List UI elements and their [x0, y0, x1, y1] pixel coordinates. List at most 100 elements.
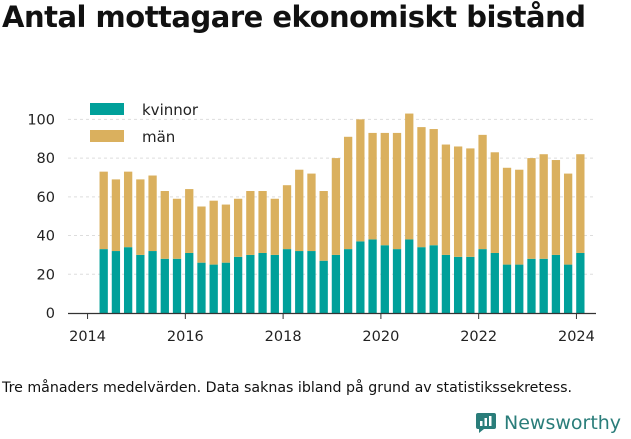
footnote: Tre månaders medelvärden. Data saknas ib…	[2, 380, 572, 396]
bar-man	[441, 144, 451, 255]
bar-man	[515, 169, 524, 265]
bar-man	[527, 158, 536, 259]
x-tick-label: 2020	[362, 329, 399, 345]
legend: kvinnor män	[90, 101, 199, 146]
bar-kvinnor	[197, 262, 206, 313]
bar-man	[331, 158, 341, 255]
bar-kvinnor	[380, 245, 389, 313]
bar-kvinnor	[527, 258, 536, 313]
bar-man	[282, 185, 292, 250]
newsworthy-logo-icon	[476, 413, 496, 433]
bar-man	[417, 127, 426, 248]
bar-man	[99, 171, 108, 250]
bar-kvinnor	[246, 254, 255, 313]
bar-man	[307, 173, 316, 252]
bar-man	[319, 191, 328, 261]
bar-man	[197, 206, 206, 263]
legend-swatch-man	[90, 130, 124, 142]
bar-kvinnor	[441, 254, 451, 313]
bar-kvinnor	[111, 251, 121, 313]
bar-kvinnor	[295, 251, 304, 313]
bar-kvinnor	[99, 249, 108, 313]
bar-kvinnor	[417, 247, 426, 313]
bar-man	[136, 179, 145, 255]
x-tick-label: 2016	[167, 329, 204, 345]
bar-man	[551, 160, 561, 255]
bar-kvinnor	[539, 258, 548, 313]
bar-man	[295, 169, 304, 252]
bar-kvinnor	[453, 256, 463, 313]
bar-man	[429, 129, 438, 246]
y-tick-label: 40	[37, 229, 55, 245]
bar-man	[160, 191, 169, 259]
bar-man	[221, 204, 231, 263]
bar-kvinnor	[331, 254, 341, 313]
bar-kvinnor	[466, 256, 475, 313]
bar-kvinnor	[282, 249, 292, 313]
legend-label-kvinnor: kvinnor	[142, 101, 199, 119]
y-tick-label: 60	[37, 190, 55, 206]
bar-man	[209, 200, 218, 265]
brand-name: Newsworthy	[504, 412, 622, 434]
bar-man	[539, 154, 548, 259]
axes: 0 20 40 60 80 100 2014 2016 2018 2020 2022 2024	[27, 112, 596, 345]
bar-man	[185, 189, 194, 253]
y-tick-label: 80	[37, 151, 55, 167]
bar-kvinnor	[148, 251, 157, 313]
bar-kvinnor	[502, 264, 512, 313]
bar-kvinnor	[307, 251, 316, 313]
bar-kvinnor	[551, 254, 561, 313]
bar-kvinnor	[392, 249, 402, 313]
bar-kvinnor	[563, 264, 573, 313]
bar-man	[172, 198, 182, 259]
bar-kvinnor	[233, 256, 243, 313]
bar-man	[478, 134, 487, 250]
bar-man	[343, 136, 353, 250]
legend-label-man: män	[142, 128, 175, 146]
bar-man	[111, 179, 121, 252]
y-tick-label: 0	[46, 306, 55, 322]
bar-kvinnor	[356, 241, 365, 313]
bar-kvinnor	[172, 258, 182, 313]
bar-man	[466, 148, 475, 257]
bar-kvinnor	[221, 262, 231, 313]
bar-man	[246, 191, 255, 255]
bar-man	[356, 119, 365, 242]
bar-kvinnor	[515, 264, 524, 313]
bar-man	[405, 113, 414, 240]
bar-kvinnor	[136, 254, 145, 313]
x-tick-label: 2024	[558, 329, 595, 345]
bar-kvinnor	[123, 247, 133, 313]
bar-kvinnor	[258, 252, 267, 313]
bar-kvinnor	[405, 239, 414, 313]
bar-man	[502, 167, 512, 265]
x-tick-label: 2022	[460, 329, 497, 345]
bar-man	[392, 132, 402, 250]
bars	[99, 113, 585, 313]
bar-man	[123, 171, 133, 248]
bar-kvinnor	[319, 260, 328, 313]
bar-kvinnor	[576, 252, 585, 313]
bar-man	[270, 198, 279, 255]
bar-kvinnor	[209, 264, 218, 313]
bar-kvinnor	[270, 254, 279, 313]
legend-swatch-kvinnor	[90, 103, 124, 115]
bar-man	[380, 132, 389, 246]
brand-logo[interactable]: Newsworthy	[475, 408, 621, 438]
bar-kvinnor	[478, 249, 487, 313]
bar-kvinnor	[490, 252, 499, 313]
bar-man	[258, 191, 267, 253]
bar-man	[148, 175, 157, 252]
y-tick-label: 100	[27, 112, 55, 128]
bar-kvinnor	[429, 245, 438, 313]
bar-kvinnor	[343, 249, 353, 313]
bar-man	[453, 146, 463, 257]
y-tick-label: 20	[37, 267, 55, 283]
bar-man	[368, 132, 377, 240]
bar-kvinnor	[160, 258, 169, 313]
bar-man	[490, 152, 499, 253]
x-tick-label: 2014	[69, 329, 106, 345]
bar-kvinnor	[368, 239, 377, 313]
bar-kvinnor	[185, 252, 194, 313]
x-tick-label: 2018	[265, 329, 302, 345]
